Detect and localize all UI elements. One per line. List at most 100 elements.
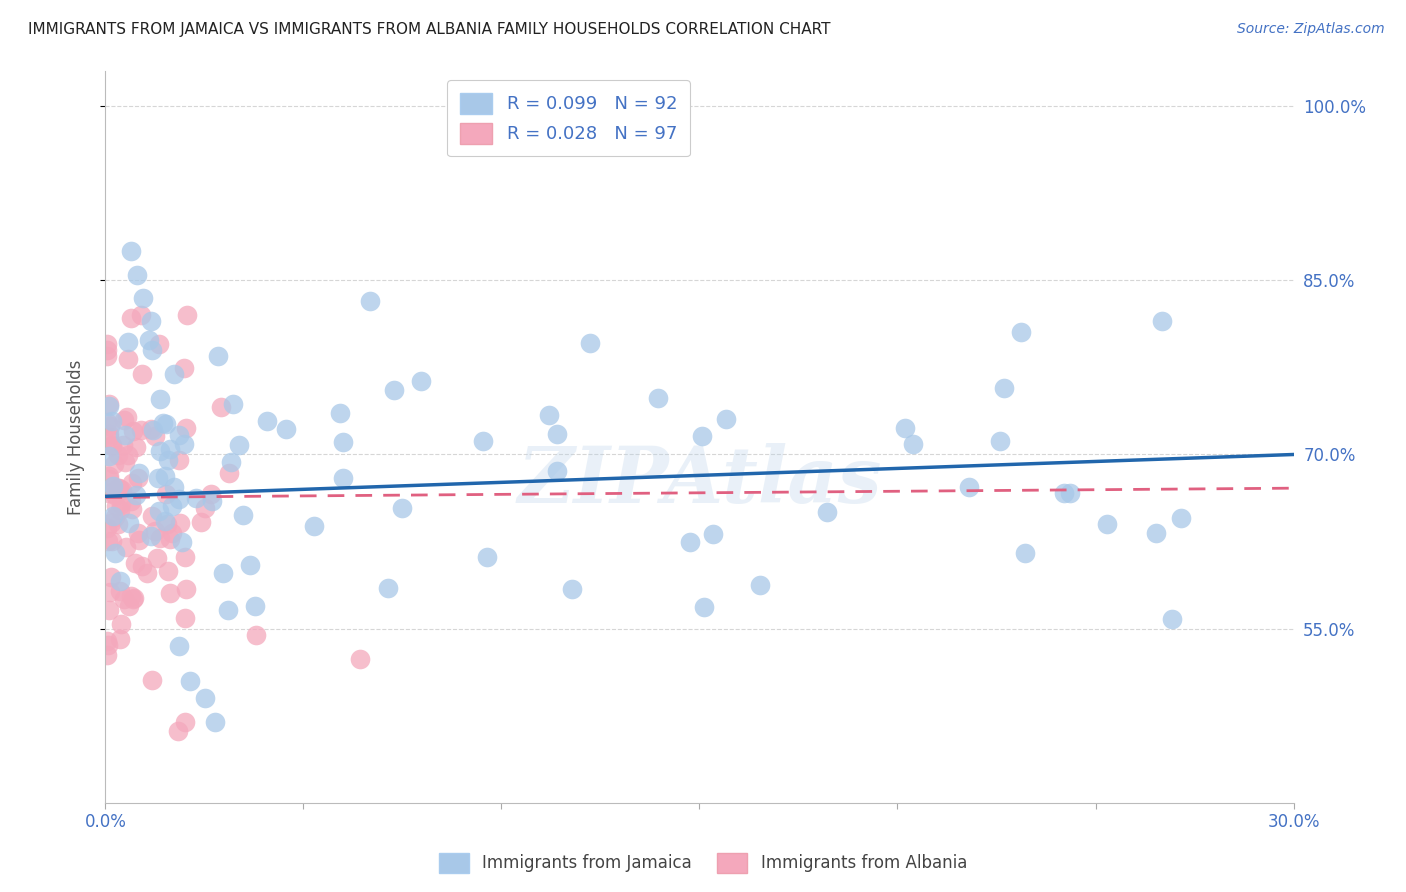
Point: [156, 453, 179, 467]
Point: [127, 471, 149, 485]
Point: [679, 535, 702, 549]
Point: [546, 464, 568, 478]
Point: [274, 422, 297, 436]
Point: [138, 333, 160, 347]
Point: [96, 648, 118, 663]
Point: [173, 714, 195, 729]
Point: [148, 470, 170, 484]
Point: [114, 428, 136, 442]
Point: [217, 603, 239, 617]
Point: [96, 415, 118, 429]
Point: [117, 409, 139, 424]
Point: [117, 335, 139, 350]
Point: [120, 589, 142, 603]
Point: [117, 448, 139, 462]
Point: [1146, 526, 1168, 541]
Point: [1161, 612, 1184, 626]
Point: [110, 616, 132, 631]
Point: [359, 294, 381, 309]
Point: [98, 472, 121, 486]
Point: [112, 591, 135, 606]
Point: [118, 516, 141, 530]
Point: [179, 673, 201, 688]
Point: [219, 455, 242, 469]
Point: [96, 634, 118, 648]
Point: [125, 440, 148, 454]
Point: [103, 479, 125, 493]
Point: [121, 475, 143, 490]
Point: [194, 691, 217, 706]
Point: [110, 497, 132, 511]
Point: [100, 570, 122, 584]
Point: [96, 343, 118, 357]
Point: [120, 494, 142, 508]
Point: [96, 534, 118, 549]
Point: [97, 469, 120, 483]
Point: [100, 439, 122, 453]
Point: [141, 343, 163, 357]
Point: [148, 504, 170, 518]
Point: [124, 591, 146, 605]
Point: [97, 639, 120, 653]
Point: [988, 434, 1011, 448]
Point: [1053, 486, 1076, 500]
Point: [127, 268, 149, 282]
Point: [159, 442, 181, 457]
Point: [173, 436, 195, 450]
Point: [107, 481, 129, 495]
Point: [152, 416, 174, 430]
Point: [167, 492, 190, 507]
Point: [1059, 485, 1081, 500]
Point: [1010, 325, 1032, 339]
Point: [647, 391, 669, 405]
Point: [104, 488, 127, 502]
Point: [117, 352, 139, 367]
Point: [141, 673, 163, 687]
Point: [957, 479, 980, 493]
Point: [98, 397, 121, 411]
Point: [204, 714, 226, 729]
Point: [153, 514, 176, 528]
Point: [332, 470, 354, 484]
Point: [194, 501, 217, 516]
Point: [139, 422, 162, 436]
Point: [108, 583, 131, 598]
Point: [304, 518, 326, 533]
Point: [377, 581, 399, 595]
Point: [169, 516, 191, 530]
Point: [114, 455, 136, 469]
Point: [129, 423, 152, 437]
Point: [118, 599, 141, 614]
Point: [132, 291, 155, 305]
Point: [141, 508, 163, 523]
Point: [122, 592, 145, 607]
Point: [107, 517, 129, 532]
Point: [96, 521, 118, 535]
Point: [156, 517, 179, 532]
Point: [162, 500, 184, 514]
Point: [124, 556, 146, 570]
Point: [561, 582, 583, 597]
Point: [141, 529, 163, 543]
Point: [131, 367, 153, 381]
Point: [167, 639, 190, 653]
Point: [100, 516, 122, 531]
Point: [98, 430, 121, 444]
Point: [149, 443, 172, 458]
Point: [477, 549, 499, 564]
Point: [167, 428, 190, 442]
Point: [98, 449, 121, 463]
Point: [129, 308, 152, 322]
Point: [538, 408, 561, 422]
Point: [101, 414, 124, 428]
Point: [173, 611, 195, 625]
Point: [245, 599, 267, 613]
Point: [159, 586, 181, 600]
Point: [125, 487, 148, 501]
Point: [108, 632, 131, 647]
Point: [149, 392, 172, 406]
Point: [101, 533, 124, 548]
Point: [693, 600, 716, 615]
Point: [382, 383, 405, 397]
Point: [228, 437, 250, 451]
